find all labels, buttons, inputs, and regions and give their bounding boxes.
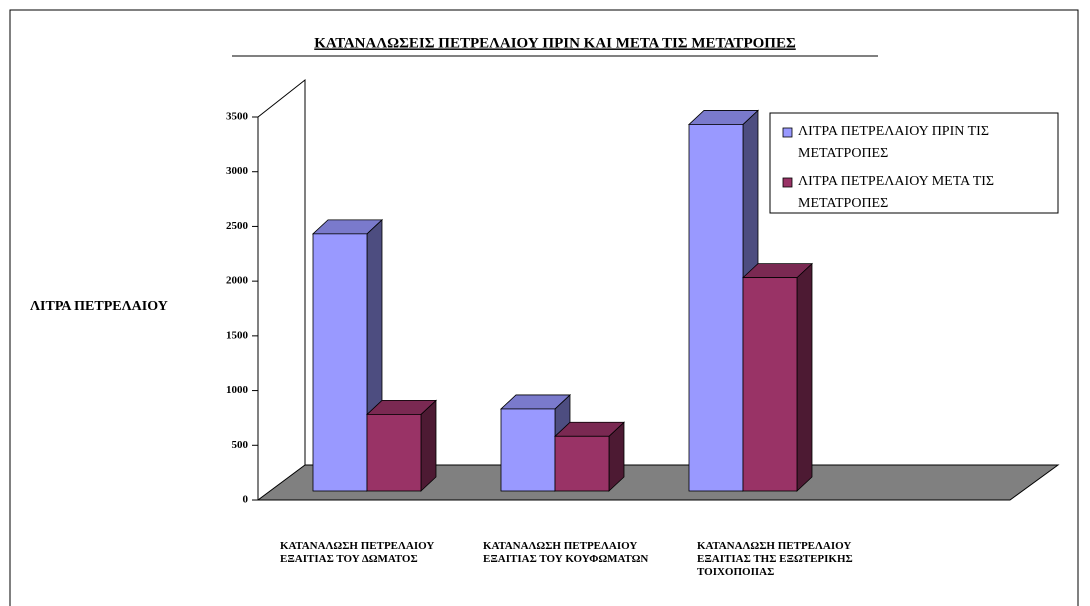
- floor: [256, 464, 1060, 501]
- y-tick-label: 1500: [226, 329, 249, 341]
- bar: [365, 399, 438, 492]
- legend: [769, 112, 1059, 214]
- back-wall-edge: [257, 78, 306, 465]
- bar: [741, 262, 814, 492]
- bar-side: [796, 262, 813, 492]
- x-tick-label: ΚΑΤΑΝΑΛΩΣΗ ΠΕΤΡΕΛΑΙΟΥ ΕΞΑΙΤΙΑΣ ΤΟΥ ΚΟΥΦΩ…: [483, 540, 649, 565]
- bar-front: [688, 124, 744, 492]
- y-tick-label: 2500: [226, 220, 249, 232]
- bar-front: [366, 413, 422, 492]
- x-tick-label: ΚΑΤΑΝΑΛΩΣΗ ΠΕΤΡΕΛΑΙΟΥ ΕΞΑΙΤΙΑΣ ΤΗΣ ΕΞΩΤΕ…: [697, 540, 853, 578]
- y-tick-label: 3500: [226, 111, 249, 123]
- bar: [553, 421, 626, 492]
- y-axis-label: ΛΙΤΡΑ ΠΕΤΡΕΛΑΙΟΥ: [30, 299, 168, 314]
- chart-title: ΚΑΤΑΝΑΛΩΣΕΙΣ ΠΕΤΡΕΛΑΙΟΥ ΠΡΙΝ ΚΑΙ ΜΕΤΑ ΤΙ…: [314, 35, 796, 51]
- legend-label: ΛΙΤΡΑ ΠΕΤΡΕΛΑΙΟΥ ΠΡΙΝ ΤΙΣ ΜΕΤΑΤΡΟΠΕΣ: [798, 124, 989, 161]
- x-tick-label: ΚΑΤΑΝΑΛΩΣΗ ΠΕΤΡΕΛΑΙΟΥ ΕΞΑΙΤΙΑΣ ΤΟΥ ΔΩΜΑΤ…: [280, 540, 435, 565]
- bar-front: [554, 435, 610, 492]
- legend-label: ΛΙΤΡΑ ΠΕΤΡΕΛΑΙΟΥ ΜΕΤΑ ΤΙΣ ΜΕΤΑΤΡΟΠΕΣ: [798, 174, 995, 211]
- bar-side: [420, 399, 437, 492]
- y-tick-label: 1000: [226, 384, 249, 396]
- y-tick-label: 2000: [226, 275, 249, 287]
- legend-swatch: [782, 177, 793, 188]
- bar: [499, 394, 572, 492]
- y-tick-label: 3000: [226, 165, 249, 177]
- bar-front: [312, 233, 368, 492]
- y-tick-label: 500: [232, 439, 249, 451]
- y-tick-label: 0: [243, 494, 249, 506]
- legend-swatch: [782, 127, 793, 138]
- bar-front: [500, 408, 556, 492]
- bar-front: [742, 277, 798, 492]
